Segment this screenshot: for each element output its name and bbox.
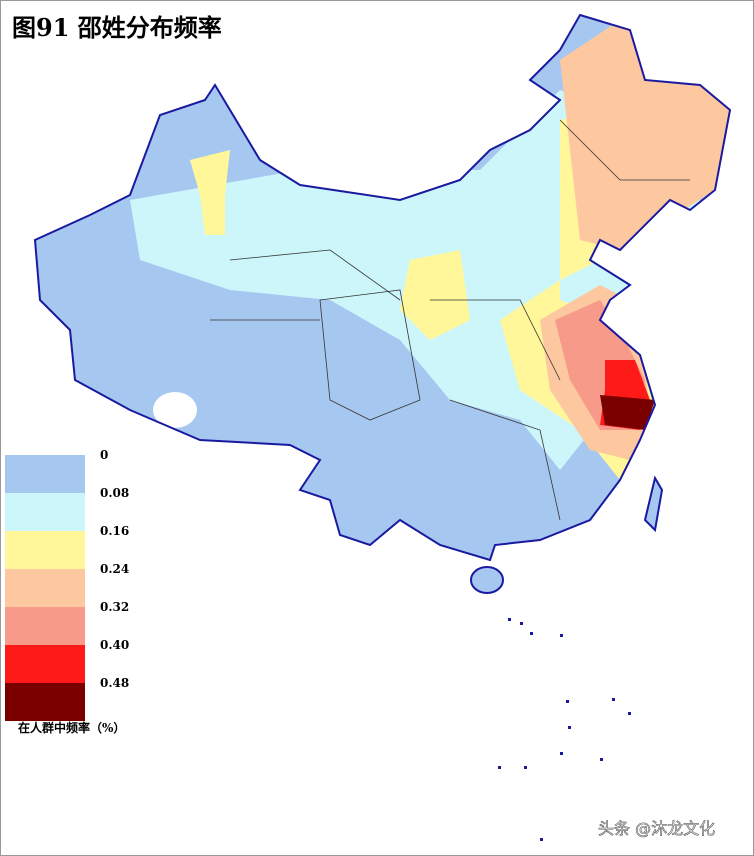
legend-swatch <box>5 683 85 721</box>
region-fill <box>190 150 230 235</box>
legend-label: 0.48 <box>100 676 129 690</box>
region-fill <box>153 392 197 428</box>
legend-label: 0.24 <box>100 562 129 576</box>
island <box>643 475 664 533</box>
province-border <box>210 119 690 521</box>
country-border <box>33 13 732 562</box>
legend: 0 0.08 0.16 0.24 0.32 0.40 0.48 <box>5 448 129 721</box>
province-border <box>319 289 421 421</box>
island <box>470 566 504 594</box>
legend-swatch <box>5 493 85 531</box>
legend-swatch <box>5 455 85 493</box>
legend-label: 0.32 <box>100 600 129 614</box>
watermark: 头条 @沐龙文化 <box>598 819 715 838</box>
legend-swatch <box>5 607 85 645</box>
legend-label: 0.08 <box>100 486 129 500</box>
legend-caption: 在人群中频率（%） <box>18 720 125 735</box>
legend-label: 0.16 <box>100 524 129 538</box>
legend-label: 0.40 <box>100 638 129 652</box>
legend-swatch <box>5 645 85 683</box>
legend-label: 0 <box>100 448 108 462</box>
region-fill <box>600 395 655 430</box>
legend-swatch <box>5 569 85 607</box>
islets <box>498 618 631 841</box>
region-fill <box>400 250 470 340</box>
legend-swatch <box>5 531 85 569</box>
title: 图91 邵姓分布频率 <box>12 13 222 42</box>
